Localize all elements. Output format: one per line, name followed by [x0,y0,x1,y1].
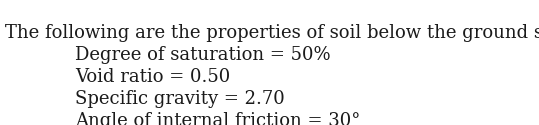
Text: Angle of internal friction = 30°: Angle of internal friction = 30° [75,112,361,125]
Text: Degree of saturation = 50%: Degree of saturation = 50% [75,46,330,64]
Text: Specific gravity = 2.70: Specific gravity = 2.70 [75,90,285,108]
Text: Void ratio = 0.50: Void ratio = 0.50 [75,68,230,86]
Text: The following are the properties of soil below the ground surface.: The following are the properties of soil… [5,24,539,42]
